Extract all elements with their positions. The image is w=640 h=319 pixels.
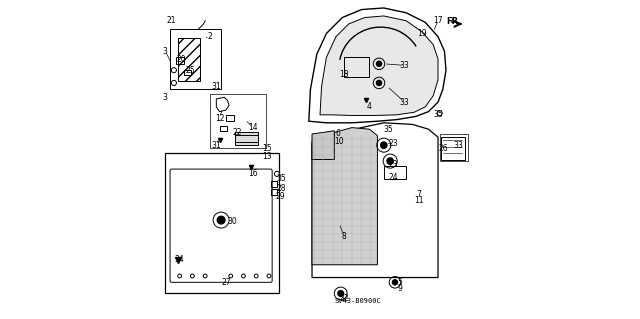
Text: 15: 15 (262, 144, 272, 153)
Bar (170, 29, 221, 89)
Bar (177, 57, 184, 64)
Polygon shape (320, 16, 438, 115)
Text: 34: 34 (175, 256, 184, 264)
Text: 6: 6 (335, 130, 340, 138)
Polygon shape (312, 131, 334, 160)
Bar (271, 181, 277, 187)
Text: 33: 33 (399, 61, 410, 70)
Text: 2: 2 (207, 32, 212, 41)
Polygon shape (312, 128, 378, 265)
Text: 13: 13 (262, 152, 272, 161)
Text: 32: 32 (339, 294, 349, 303)
Text: 29: 29 (275, 192, 285, 201)
Text: 3: 3 (163, 93, 168, 102)
Bar (178, 38, 200, 81)
Text: 14: 14 (248, 123, 258, 132)
Text: 23: 23 (388, 160, 398, 169)
Text: FR.: FR. (446, 17, 461, 26)
Text: 33: 33 (454, 141, 463, 150)
Text: 31: 31 (211, 141, 221, 150)
Text: 22: 22 (232, 128, 242, 137)
Bar (384, 166, 406, 179)
Text: 17: 17 (433, 16, 443, 25)
Text: 20: 20 (177, 55, 186, 63)
Circle shape (376, 80, 381, 85)
Bar (210, 94, 266, 148)
Text: 18: 18 (339, 70, 349, 79)
Text: 27: 27 (221, 278, 230, 287)
Text: 35: 35 (277, 174, 287, 183)
Bar (440, 134, 468, 161)
Text: 4: 4 (367, 102, 372, 111)
Bar (271, 189, 277, 195)
Bar (344, 57, 369, 77)
Text: 16: 16 (248, 169, 258, 178)
Text: 35: 35 (433, 110, 443, 119)
Bar (184, 70, 191, 75)
Text: 21: 21 (167, 16, 177, 25)
Text: 9: 9 (397, 284, 402, 293)
Text: 5: 5 (397, 278, 402, 287)
Bar (441, 137, 465, 160)
Text: 30: 30 (227, 217, 237, 226)
Text: 23: 23 (388, 139, 398, 148)
Text: 8: 8 (342, 232, 346, 241)
Circle shape (376, 61, 381, 66)
Text: 10: 10 (334, 137, 344, 146)
Bar (236, 135, 258, 142)
Text: SV43-B0900C: SV43-B0900C (335, 299, 381, 304)
Text: 25: 25 (186, 66, 196, 75)
Text: 28: 28 (277, 184, 287, 193)
Circle shape (381, 142, 387, 148)
Text: 33: 33 (399, 98, 410, 107)
Text: 24: 24 (388, 173, 398, 182)
Bar (236, 138, 258, 145)
Text: 12: 12 (215, 114, 224, 122)
Text: 31: 31 (211, 82, 221, 91)
Text: 11: 11 (414, 197, 424, 205)
Bar (226, 115, 234, 121)
Circle shape (218, 216, 225, 224)
Text: 7: 7 (417, 190, 421, 199)
Circle shape (392, 280, 397, 285)
Text: 26: 26 (438, 144, 447, 153)
Bar (220, 126, 227, 131)
Text: 3: 3 (163, 47, 168, 56)
Text: 35: 35 (384, 125, 394, 134)
Circle shape (387, 158, 394, 164)
Bar (236, 132, 258, 139)
Circle shape (338, 291, 344, 296)
Text: 19: 19 (417, 29, 427, 38)
